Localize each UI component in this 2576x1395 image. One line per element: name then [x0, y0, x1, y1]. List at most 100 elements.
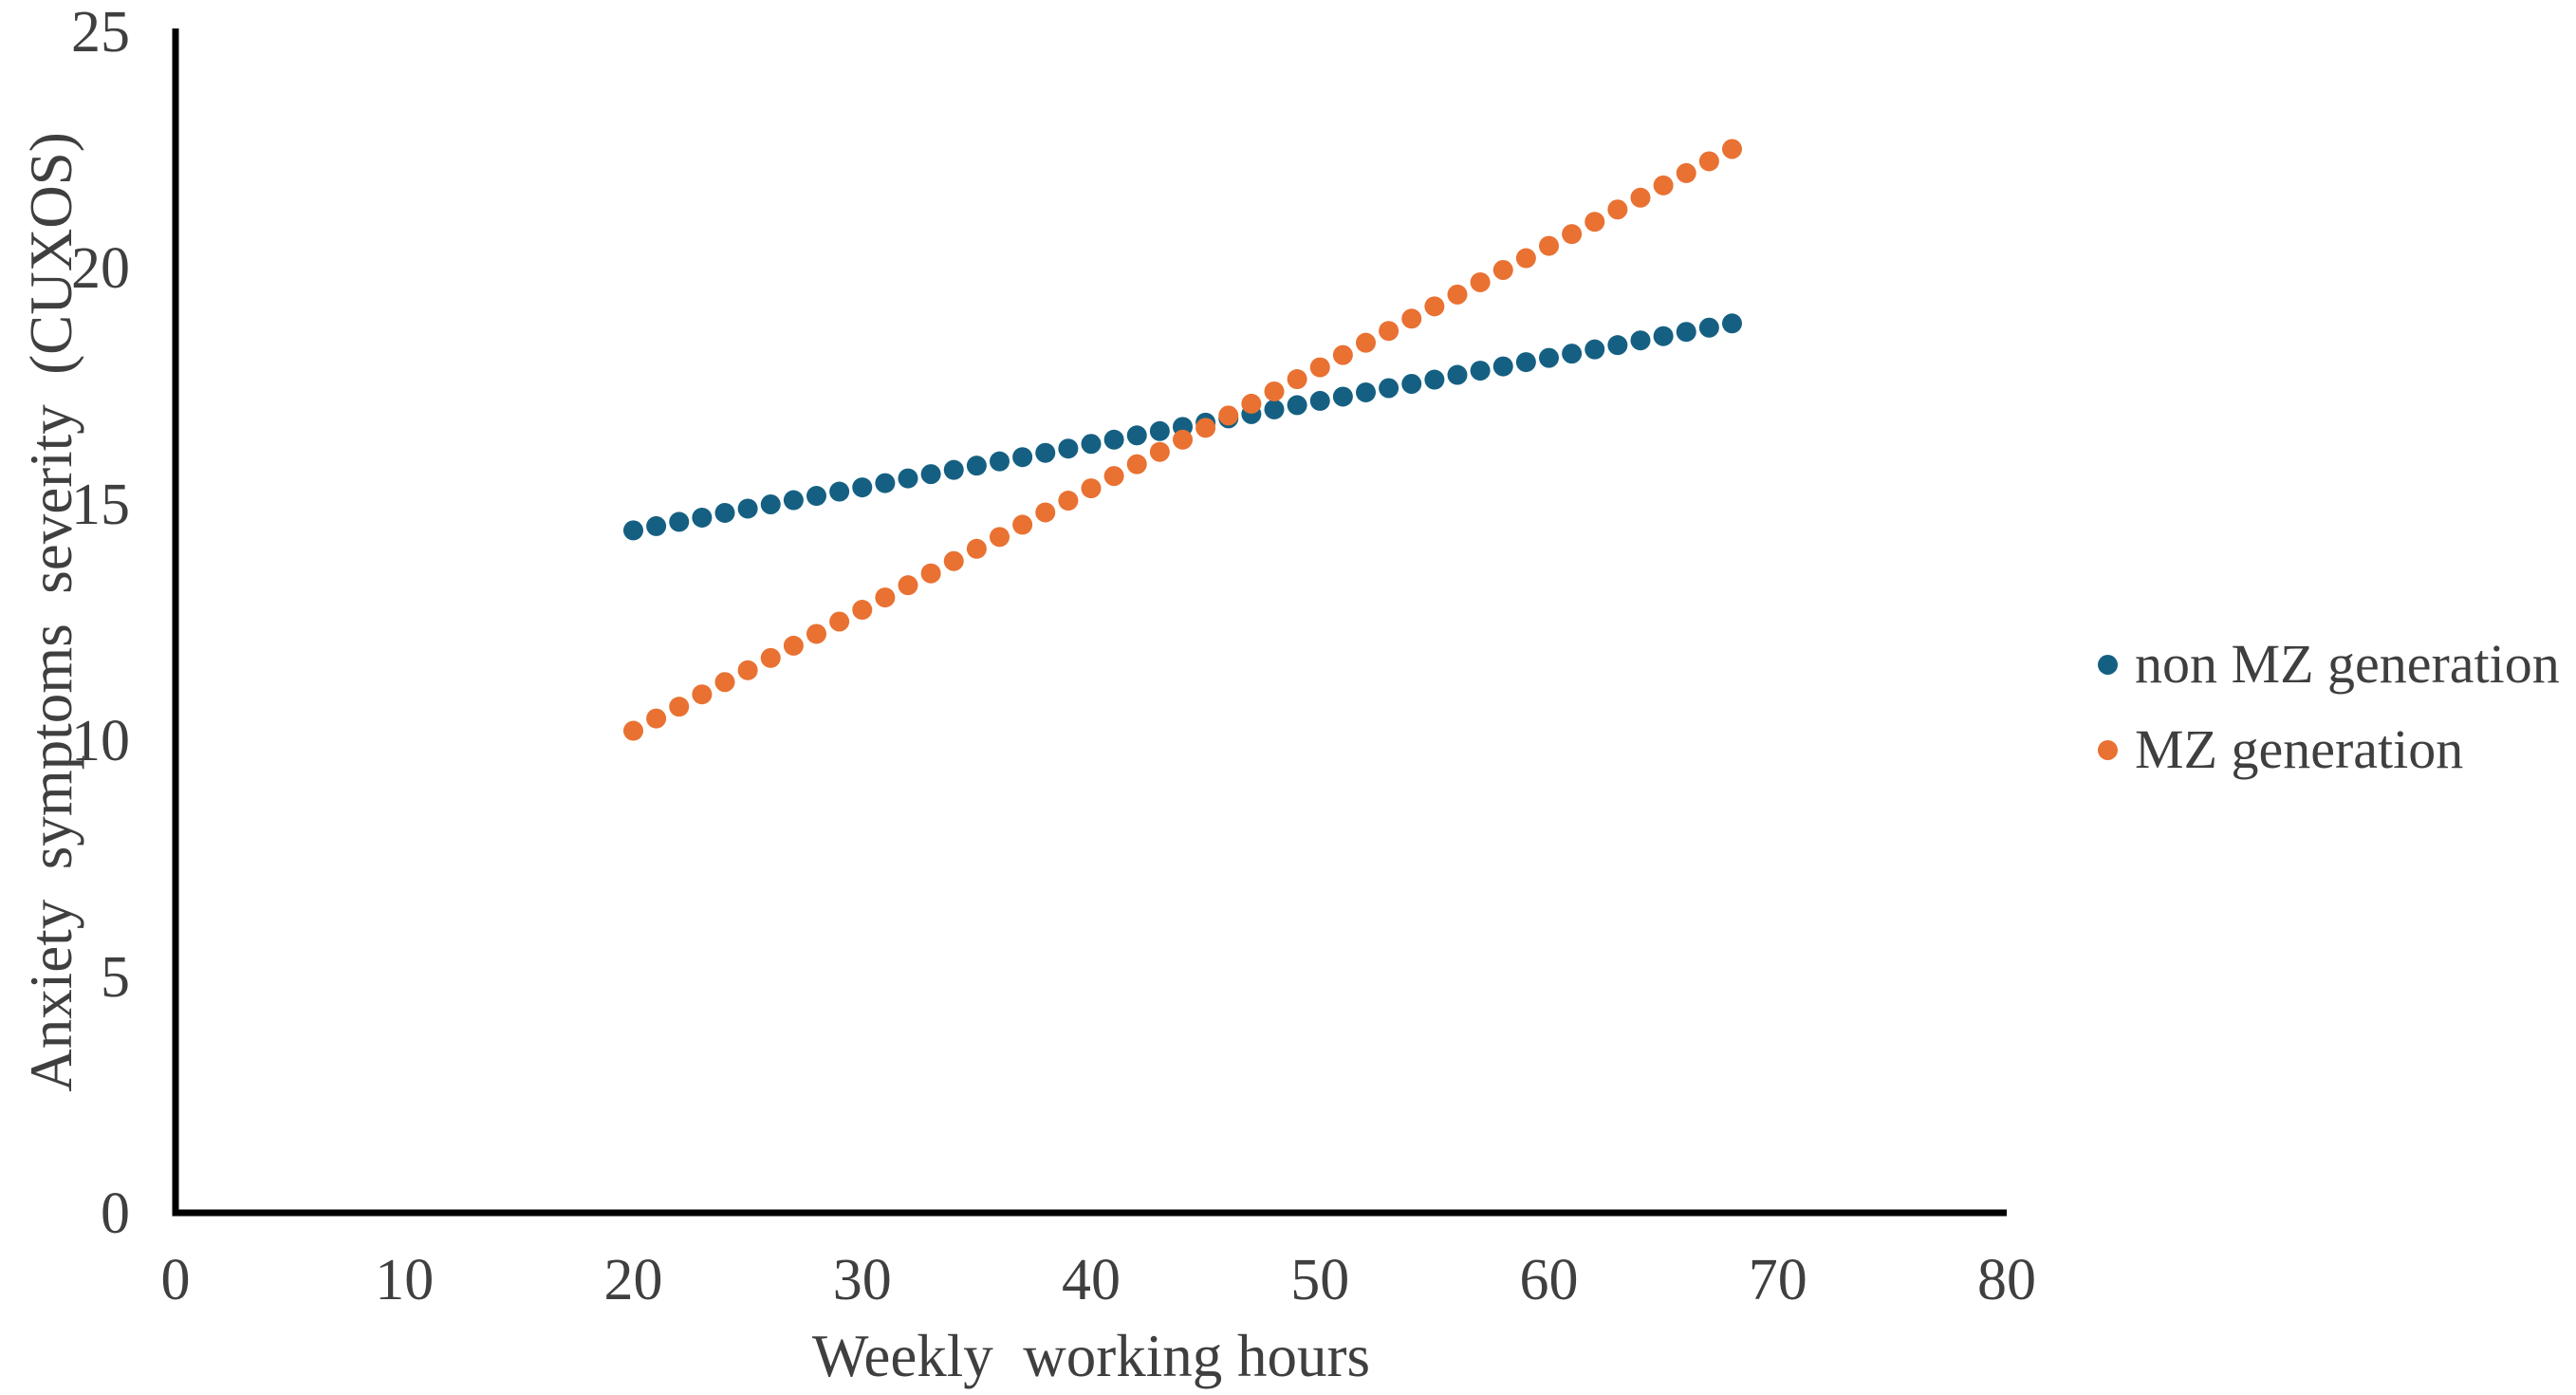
data-point-non-mz [1264, 399, 1285, 419]
data-point-non-mz [714, 502, 735, 523]
data-point-non-mz [646, 515, 667, 536]
legend-item-mz-generation: MZ generation [2098, 716, 2560, 783]
data-point-mz [1607, 199, 1628, 220]
data-point-non-mz [920, 464, 941, 485]
data-point-non-mz [1309, 390, 1330, 411]
data-point-non-mz [1035, 442, 1056, 463]
x-tick-label: 40 [1062, 1248, 1121, 1312]
data-point-non-mz [623, 520, 643, 541]
y-tick-label: 15 [71, 473, 130, 537]
data-point-mz [1698, 151, 1719, 172]
data-point-mz [1218, 405, 1239, 426]
data-point-mz [943, 550, 964, 571]
data-point-mz [1195, 418, 1216, 438]
data-point-non-mz [1515, 352, 1536, 373]
data-point-non-mz [1103, 429, 1124, 450]
y-tick-label: 5 [101, 945, 130, 1010]
data-point-mz [1401, 308, 1422, 329]
legend-label-non-mz: non MZ generation [2135, 633, 2560, 695]
data-point-mz [1585, 212, 1605, 232]
data-point-non-mz [1607, 335, 1628, 356]
data-point-non-mz [1562, 344, 1583, 364]
data-point-mz [1173, 429, 1193, 450]
data-point-non-mz [1012, 447, 1033, 468]
data-point-mz [1492, 259, 1513, 280]
data-point-mz [1630, 187, 1651, 208]
legend-marker-non-mz-icon [2098, 654, 2118, 675]
data-point-non-mz [669, 512, 690, 532]
data-point-non-mz [1722, 313, 1742, 334]
data-point-non-mz [1676, 322, 1696, 343]
x-tick-label: 80 [1977, 1248, 2036, 1312]
y-tick-label: 20 [71, 236, 130, 301]
data-point-non-mz [1492, 356, 1513, 377]
x-tick-label: 0 [161, 1248, 191, 1312]
data-point-mz [829, 611, 850, 632]
data-point-mz [1287, 369, 1307, 390]
data-point-non-mz [898, 468, 918, 489]
data-point-mz [737, 660, 758, 680]
data-point-non-mz [990, 451, 1010, 472]
data-point-mz [1676, 162, 1696, 183]
x-tick-label: 60 [1520, 1248, 1579, 1312]
data-point-mz [1126, 454, 1147, 474]
data-point-non-mz [1058, 438, 1079, 459]
data-point-mz [1447, 284, 1468, 305]
data-point-mz [783, 635, 804, 656]
data-point-mz [1081, 478, 1102, 499]
legend: non MZ generation MZ generation [2098, 631, 2560, 802]
data-point-mz [1653, 175, 1674, 195]
data-point-mz [1149, 441, 1170, 462]
data-point-non-mz [1585, 339, 1605, 360]
data-point-mz [966, 538, 987, 559]
y-tick-label: 0 [101, 1181, 130, 1246]
data-point-mz [1515, 248, 1536, 269]
x-axis-title: Weekly working hours [811, 1323, 1371, 1389]
legend-item-non-mz-generation: non MZ generation [2098, 631, 2560, 698]
data-point-non-mz [1630, 330, 1651, 351]
data-point-non-mz [1332, 386, 1353, 407]
data-point-mz [1562, 224, 1583, 245]
data-point-mz [623, 720, 643, 741]
data-point-mz [852, 600, 873, 621]
x-tick-label: 20 [604, 1248, 663, 1312]
data-point-mz [1424, 296, 1445, 317]
data-point-mz [1722, 139, 1742, 159]
data-point-mz [1241, 393, 1262, 414]
data-point-non-mz [1081, 434, 1102, 455]
data-point-non-mz [1447, 364, 1468, 385]
data-point-non-mz [737, 498, 758, 519]
data-point-mz [760, 647, 781, 668]
data-point-mz [1058, 491, 1079, 512]
data-point-mz [1035, 502, 1056, 523]
data-point-non-mz [806, 486, 826, 507]
data-point-mz [875, 587, 896, 608]
data-point-non-mz [943, 459, 964, 480]
data-point-mz [714, 672, 735, 693]
data-point-non-mz [692, 507, 713, 528]
x-tick-label: 50 [1290, 1248, 1349, 1312]
x-tick-label: 70 [1749, 1248, 1807, 1312]
data-point-mz [669, 697, 690, 717]
data-point-non-mz [1379, 378, 1399, 399]
data-point-mz [1103, 466, 1124, 487]
data-point-mz [692, 684, 713, 705]
y-tick-label: 25 [71, 0, 130, 65]
data-point-mz [1539, 235, 1559, 256]
data-point-non-mz [1653, 326, 1674, 346]
data-point-mz [898, 575, 918, 596]
data-point-non-mz [1401, 374, 1422, 395]
x-tick-label: 10 [375, 1248, 434, 1312]
data-point-non-mz [1356, 381, 1376, 402]
data-point-non-mz [760, 493, 781, 514]
data-point-non-mz [1539, 347, 1559, 368]
data-point-mz [990, 527, 1010, 548]
legend-marker-mz-icon [2098, 739, 2118, 760]
data-point-non-mz [875, 473, 896, 493]
data-point-mz [1309, 357, 1330, 378]
data-point-mz [1264, 381, 1285, 401]
data-point-mz [920, 563, 941, 584]
data-point-mz [806, 623, 826, 644]
